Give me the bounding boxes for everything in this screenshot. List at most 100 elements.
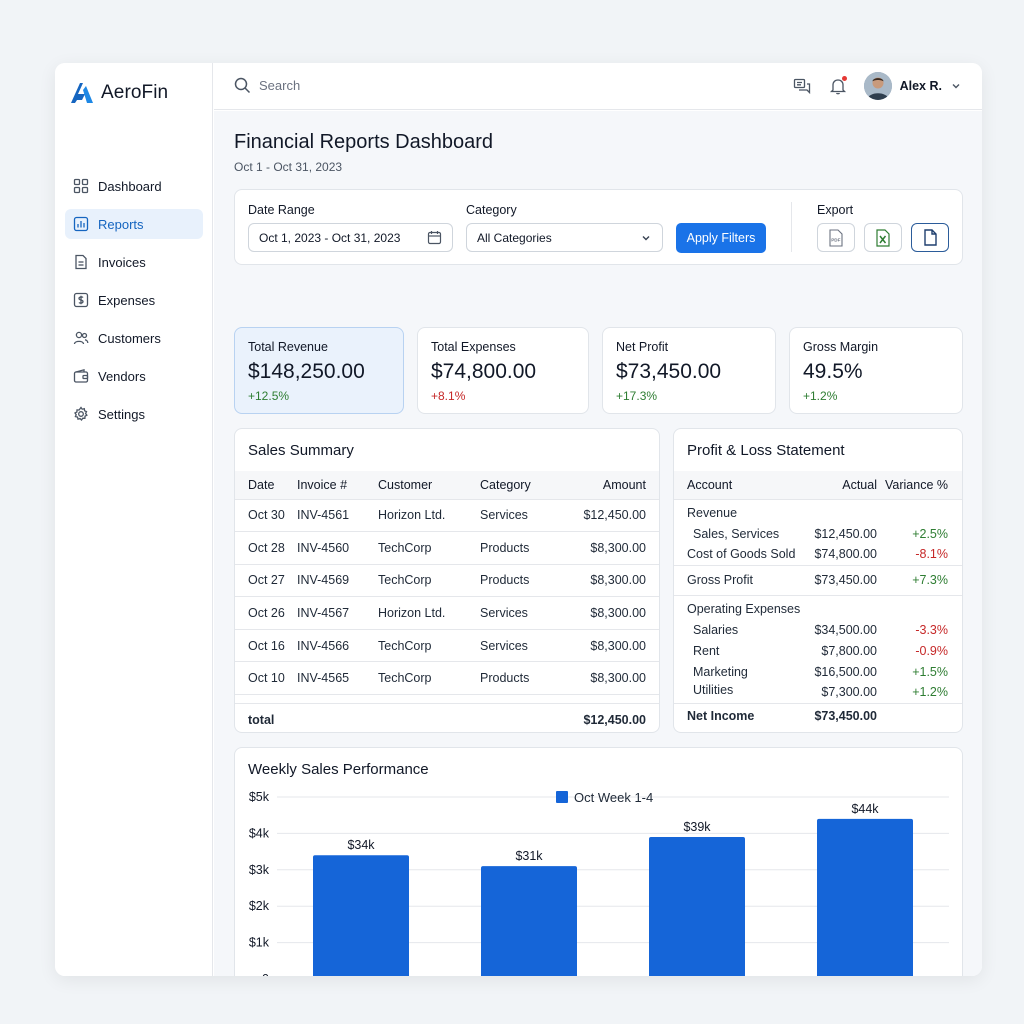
cell-category: Services [480,596,560,630]
sidebar-item-invoices[interactable]: Invoices [65,247,203,277]
cell-account: Gross Profit [674,564,805,595]
sidebar-item-label: Invoices [98,254,146,270]
column-header-customer: Customer [378,471,480,500]
sidebar-item-label: Expenses [98,292,156,308]
sidebar-item-customers[interactable]: Customers [65,323,203,353]
search-box[interactable] [234,77,459,94]
table-row[interactable]: Oct 27 INV-4569 TechCorp Products $8,300.00 [235,564,659,598]
table-row[interactable]: Oct 10 INV-4565 TechCorp Products $8,300.00 [235,661,659,696]
cell-account: Salaries [693,622,739,637]
cell-actual: $7,800.00 [821,643,877,658]
table-row-net-income[interactable]: Net Income $73,450.00 [674,702,962,729]
table-row[interactable]: Oct 28 INV-4560 TechCorp Products $8,300.00 [235,531,659,565]
cell-variance: -8.1% [915,547,948,562]
table-row[interactable]: Marketing $16,500.00 +1.5% [674,661,962,682]
section-label: Operating Expenses [674,594,962,619]
table-row-gross-profit[interactable]: Gross Profit $73,450.00 +7.3% [674,564,962,595]
sidebar-item-dashboard[interactable]: Dashboard [65,171,203,201]
table-row[interactable]: Rent $7,800.00 -0.9% [674,640,962,661]
table-row[interactable]: Sales, Services $12,450.00 +2.5% [674,523,962,544]
cell-amount: $8,300.00 [560,596,659,630]
cell-date: Oct 26 [235,596,297,630]
kpi-card-gross-margin[interactable]: Gross Margin 49.5% +1.2% [789,327,963,414]
cell-date: Oct 28 [235,531,297,565]
topbar: Alex R. [214,63,982,110]
kpi-title: Net Profit [616,340,669,354]
cell-date: Oct 16 [235,629,297,663]
cell-customer: Horizon Ltd. [378,596,480,630]
sidebar-item-vendors[interactable]: Vendors [65,361,203,391]
cell-invoice: INV-4560 [297,531,378,565]
page-subtitle: Oct 1 - Oct 31, 2023 [234,160,343,174]
cell-actual: $73,450.00 [805,702,877,729]
date-range-value: Oct 1, 2023 - Oct 31, 2023 [259,230,401,245]
sidebar-item-label: Reports [98,216,144,232]
cell-category: Products [480,531,560,565]
cell-date: Oct 30 [235,499,297,533]
sales-table: Date Invoice # Customer Category Amount … [235,471,659,732]
table-row[interactable]: Oct 26 INV-4567 Horizon Ltd. Services $8,300… [235,596,659,630]
gear-icon [74,406,88,421]
sidebar-item-settings[interactable]: Settings [65,399,203,429]
notification-dot [841,76,847,81]
svg-text:PDF: PDF [831,237,840,242]
date-range-picker[interactable]: Oct 1, 2023 - Oct 31, 2023 [248,223,453,252]
table-row[interactable]: Oct 30 INV-4561 Horizon Ltd. Services $12,45… [235,499,659,533]
table-row[interactable]: Oct 16 INV-4566 TechCorp Services $8,300.00 [235,629,659,663]
bar-chart-icon [73,216,89,232]
cell-account: Marketing [693,664,748,679]
y-tick-label: $1k [249,936,270,950]
cell-variance: -0.9% [915,643,948,658]
sales-summary-card: Sales Summary Date Invoice # Customer Ca… [234,428,660,733]
sidebar-nav: Dashboard Reports Invoices Expenses Cust… [65,171,203,437]
cell-amount: $12,450.00 [560,499,659,533]
search-input[interactable] [259,78,459,93]
messages-button[interactable] [784,71,820,101]
sidebar-item-label: Vendors [98,368,146,384]
export-excel-button[interactable] [864,223,902,252]
sidebar-item-reports[interactable]: Reports [65,209,203,239]
y-tick-label: 0 [262,972,269,976]
cell-amount: $8,300.00 [560,531,659,565]
cell-actual: $7,300.00 [821,685,877,700]
sales-summary-title: Sales Summary [248,442,354,459]
cell-amount: $8,300.00 [560,564,659,598]
apply-filters-button[interactable]: Apply Filters [676,223,766,253]
notifications-button[interactable] [820,71,856,101]
cell-invoice: INV-4566 [297,629,378,663]
kpi-card-total-revenue[interactable]: Total Revenue $148,250.00 +12.5% [234,327,404,414]
export-label: Export [817,203,854,217]
category-select[interactable]: All Categories [466,223,663,252]
sidebar-item-expenses[interactable]: Expenses [65,285,203,315]
export-pdf-button[interactable]: PDF [817,223,855,252]
table-row[interactable]: Salaries $34,500.00 -3.3% [674,619,962,640]
bar [649,837,745,976]
kpi-value: 49.5% [803,360,863,383]
calendar-icon [427,231,442,245]
cell-invoice: INV-4561 [297,499,378,533]
category-value: All Categories [477,230,552,245]
main-content: Financial Reports Dashboard Oct 1 - Oct … [214,111,982,976]
export-document-button[interactable] [911,223,949,252]
cell-variance: +1.5% [912,664,948,679]
cell-invoice: INV-4569 [297,564,378,598]
cell-customer: TechCorp [378,531,480,565]
y-tick-label: $3k [249,863,270,877]
logo[interactable]: AeroFin [69,79,168,107]
column-header-variance: Variance % [877,471,962,500]
kpi-card-net-profit[interactable]: Net Profit $73,450.00 +17.3% [602,327,776,414]
legend-label: Oct Week 1-4 [574,790,653,805]
cell-customer: Horizon Ltd. [378,499,480,533]
column-header-invoice: Invoice # [297,471,378,500]
weekly-sales-card: Weekly Sales Performance 0 $1k $2k $3k $4k $5… [234,747,963,976]
table-row[interactable]: Cost of Goods Sold $74,800.00 -8.1% [674,544,962,565]
spacer-row [235,694,659,705]
column-header-amount: Amount [560,471,659,500]
kpi-card-total-expenses[interactable]: Total Expenses $74,800.00 +8.1% [417,327,589,414]
user-menu[interactable]: Alex R. [863,72,962,100]
kpi-title: Gross Margin [803,340,879,354]
cell-category: Services [480,629,560,663]
y-tick-label: $5k [249,790,270,804]
table-row[interactable]: Utilities $7,300.00 +1.2% [674,682,962,703]
cell-category: Services [480,499,560,533]
